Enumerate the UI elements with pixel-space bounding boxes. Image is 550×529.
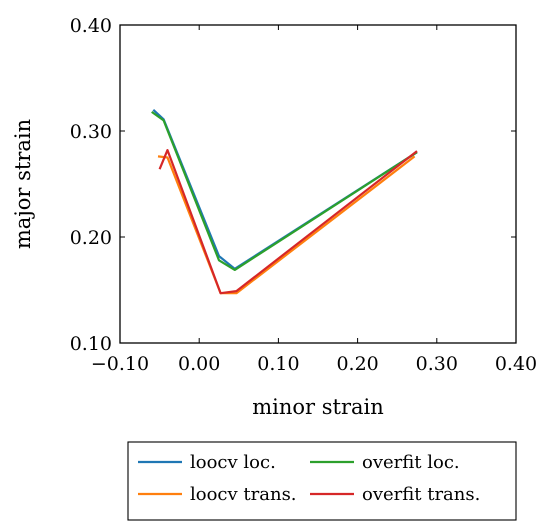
x-tick-label: 0.40 [495, 353, 537, 375]
legend-box [127, 441, 517, 521]
series-line-2 [151, 111, 418, 271]
y-tick-label: 0.40 [70, 15, 112, 37]
ticks-layer: −0.10 0.00 0.10 0.20 0.30 0.40 0.10 0.20 0.30 0.4… [70, 15, 537, 375]
series-line-1 [152, 108, 418, 270]
plot-area-frame [119, 24, 517, 344]
x-tick-label: −0.10 [91, 353, 149, 375]
y-tick-label: 0.20 [70, 227, 112, 249]
x-axis-label: minor strain [252, 395, 384, 419]
legend-items: loocv loc. overfit loc. loocv trans. overfi… [138, 452, 480, 505]
y-axis-label: major strain [11, 119, 35, 249]
series-layer [151, 108, 418, 295]
legend-label: loocv loc. [190, 452, 276, 473]
legend: loocv loc. overfit loc. loocv trans. overfi… [127, 441, 517, 521]
x-tick-label: 0.20 [336, 353, 378, 375]
legend-label: loocv trans. [190, 484, 297, 505]
x-tick-label: 0.30 [416, 353, 458, 375]
legend-label: overfit trans. [362, 484, 480, 505]
x-tick-label: 0.00 [178, 353, 220, 375]
series-line-3 [157, 155, 416, 295]
y-tick-label: 0.10 [70, 333, 112, 355]
legend-label: overfit loc. [362, 452, 460, 473]
series-line-4 [158, 149, 418, 295]
y-tick-label: 0.30 [70, 121, 112, 143]
x-tick-label: 0.10 [257, 353, 299, 375]
